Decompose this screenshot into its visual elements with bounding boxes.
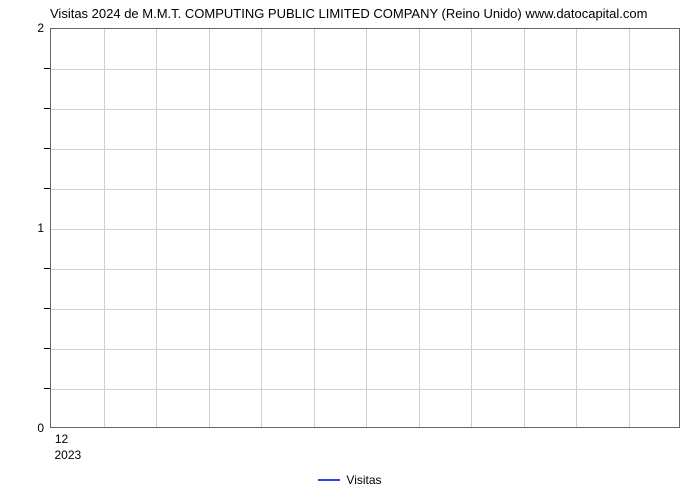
grid-line-v bbox=[471, 29, 472, 427]
y-tick-label: 0 bbox=[37, 421, 44, 435]
plot-area bbox=[50, 28, 680, 428]
grid-line-h bbox=[51, 349, 679, 350]
grid-line-v bbox=[104, 29, 105, 427]
grid-line-h bbox=[51, 109, 679, 110]
legend-label: Visitas bbox=[346, 473, 381, 487]
grid-line-v bbox=[261, 29, 262, 427]
y-tick-minor bbox=[44, 188, 50, 189]
grid-line-h bbox=[51, 149, 679, 150]
grid-line-h bbox=[51, 389, 679, 390]
legend-swatch bbox=[318, 479, 340, 481]
chart-container: Visitas 2024 de M.M.T. COMPUTING PUBLIC … bbox=[0, 0, 700, 500]
y-tick-label: 2 bbox=[37, 21, 44, 35]
grid-line-h bbox=[51, 229, 679, 230]
grid-line-v bbox=[419, 29, 420, 427]
grid-line-h bbox=[51, 309, 679, 310]
chart-title: Visitas 2024 de M.M.T. COMPUTING PUBLIC … bbox=[50, 6, 690, 21]
y-tick-label: 1 bbox=[37, 221, 44, 235]
grid-line-v bbox=[576, 29, 577, 427]
y-tick-minor bbox=[44, 308, 50, 309]
grid-line-v bbox=[314, 29, 315, 427]
grid-line-h bbox=[51, 69, 679, 70]
grid-line-v bbox=[156, 29, 157, 427]
grid-line-v bbox=[629, 29, 630, 427]
grid-line-v bbox=[209, 29, 210, 427]
x-tick-label: 12 bbox=[55, 432, 68, 446]
y-tick-minor bbox=[44, 268, 50, 269]
y-tick-minor bbox=[44, 348, 50, 349]
grid-line-v bbox=[366, 29, 367, 427]
y-tick-minor bbox=[44, 68, 50, 69]
x-year-label: 2023 bbox=[54, 448, 81, 462]
grid-line-v bbox=[524, 29, 525, 427]
grid-line-h bbox=[51, 189, 679, 190]
grid-line-h bbox=[51, 269, 679, 270]
legend: Visitas bbox=[0, 472, 700, 487]
y-tick-minor bbox=[44, 148, 50, 149]
y-tick-minor bbox=[44, 388, 50, 389]
y-tick-minor bbox=[44, 108, 50, 109]
